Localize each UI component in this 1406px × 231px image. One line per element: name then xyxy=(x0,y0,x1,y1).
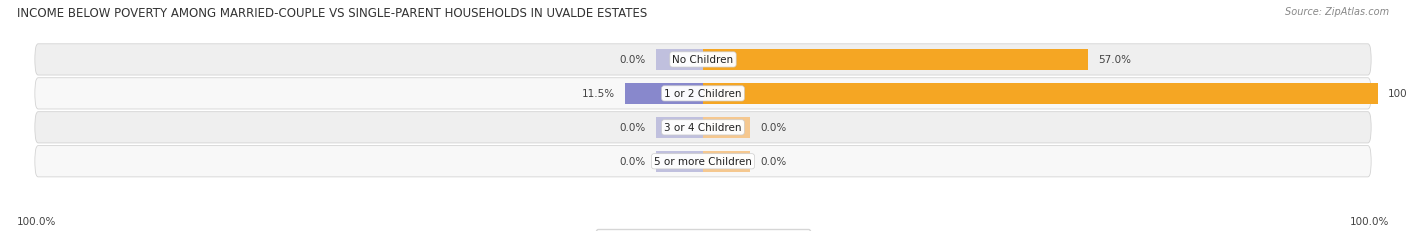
FancyBboxPatch shape xyxy=(35,79,1371,109)
Text: 0.0%: 0.0% xyxy=(620,123,645,133)
Text: 0.0%: 0.0% xyxy=(620,55,645,65)
Text: 0.0%: 0.0% xyxy=(620,157,645,167)
Text: 11.5%: 11.5% xyxy=(582,89,616,99)
FancyBboxPatch shape xyxy=(35,45,1371,76)
Text: 1 or 2 Children: 1 or 2 Children xyxy=(664,89,742,99)
Text: 100.0%: 100.0% xyxy=(17,216,56,226)
Bar xyxy=(703,50,1088,71)
Legend: Married Couples, Single Parents: Married Couples, Single Parents xyxy=(596,229,810,231)
Bar xyxy=(703,151,751,172)
Text: 57.0%: 57.0% xyxy=(1098,55,1130,65)
Bar xyxy=(703,117,751,138)
Text: 3 or 4 Children: 3 or 4 Children xyxy=(664,123,742,133)
Bar xyxy=(655,151,703,172)
Text: No Children: No Children xyxy=(672,55,734,65)
Text: 100.0%: 100.0% xyxy=(1350,216,1389,226)
Bar xyxy=(655,50,703,71)
Text: 5 or more Children: 5 or more Children xyxy=(654,157,752,167)
Bar xyxy=(626,83,703,104)
Bar xyxy=(655,117,703,138)
Text: 100.0%: 100.0% xyxy=(1388,89,1406,99)
Text: INCOME BELOW POVERTY AMONG MARRIED-COUPLE VS SINGLE-PARENT HOUSEHOLDS IN UVALDE : INCOME BELOW POVERTY AMONG MARRIED-COUPL… xyxy=(17,7,647,20)
Text: Source: ZipAtlas.com: Source: ZipAtlas.com xyxy=(1285,7,1389,17)
FancyBboxPatch shape xyxy=(35,112,1371,143)
Text: 0.0%: 0.0% xyxy=(761,123,786,133)
Text: 0.0%: 0.0% xyxy=(761,157,786,167)
FancyBboxPatch shape xyxy=(35,146,1371,177)
Bar xyxy=(703,83,1378,104)
